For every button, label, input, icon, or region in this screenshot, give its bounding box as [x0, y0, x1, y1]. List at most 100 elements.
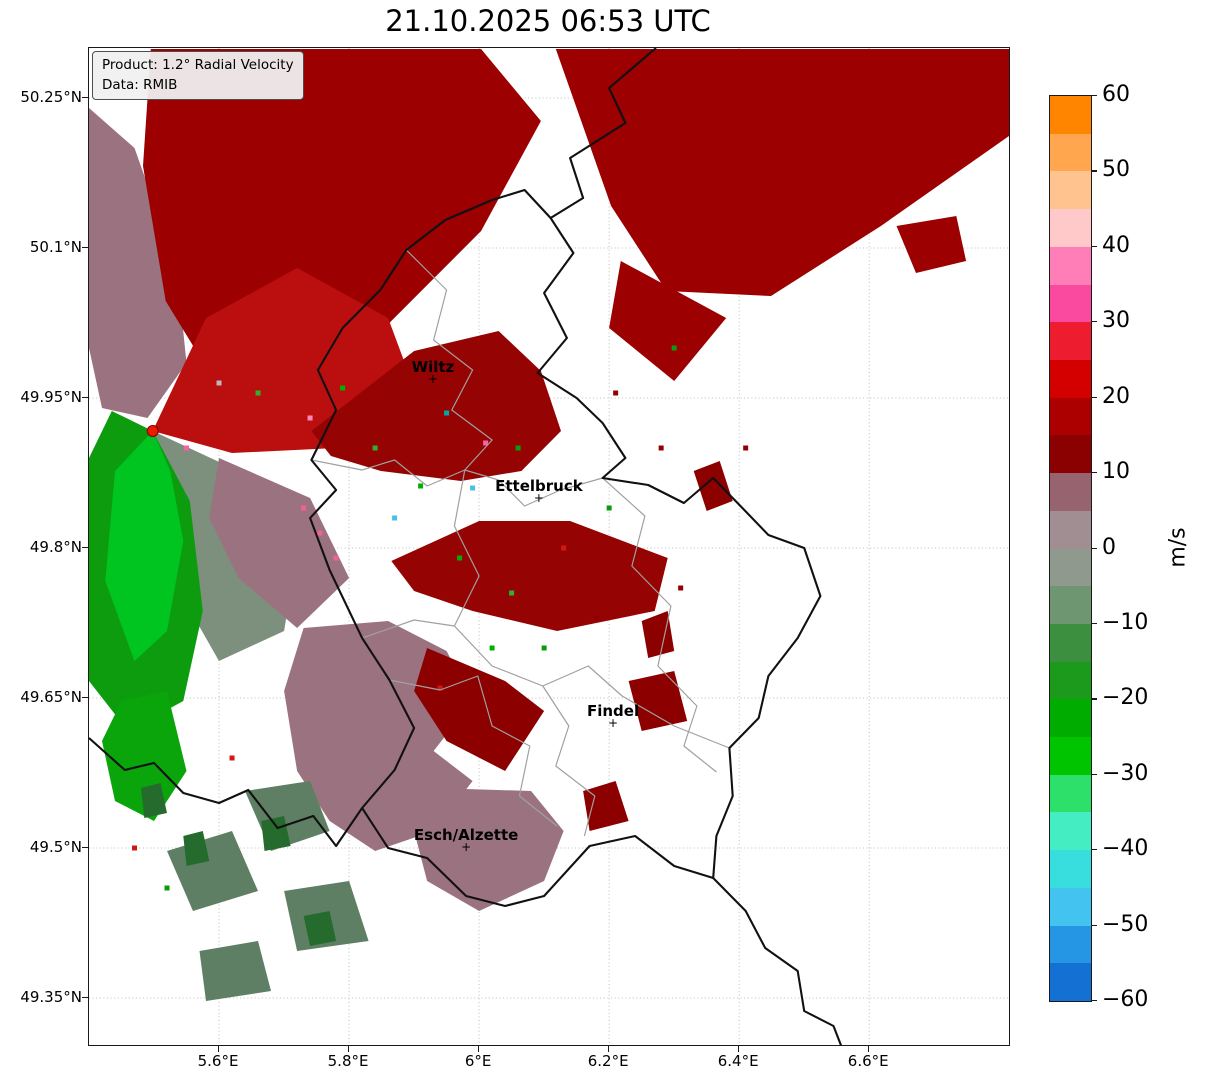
lat-tick-mark [82, 547, 88, 549]
noise-speckle [132, 845, 138, 851]
district-border-findel [542, 685, 596, 837]
colorbar-segment [1050, 661, 1091, 700]
lon-tick-label: 6°E [464, 1052, 492, 1070]
colorbar-tick-mark [1091, 472, 1097, 474]
noise-speckle [509, 590, 515, 596]
velocity-region-findel-darkred-patch-a [628, 671, 688, 731]
colorbar-tick-mark [1091, 698, 1097, 700]
lon-tick-mark [218, 1046, 220, 1052]
lat-tick-mark [82, 97, 88, 99]
velocity-region-border-darkred-bit-b [641, 611, 675, 658]
product-info-box: Product: 1.2° Radial Velocity Data: RMIB [92, 51, 304, 101]
velocity-region-bottomleft-darkgreen-speck-b [261, 816, 291, 851]
noise-speckle [593, 615, 599, 621]
district-border-central [453, 469, 730, 749]
radar-site-dot [146, 425, 159, 437]
colorbar-segment [1050, 774, 1091, 813]
lat-tick-mark [82, 697, 88, 699]
velocity-region-southwest-center-darkred-band [414, 648, 545, 771]
colorbar-tick-label: 50 [1102, 157, 1130, 183]
district-border-north [405, 249, 493, 471]
noise-speckle [606, 505, 612, 511]
colorbar-tick-label: 20 [1102, 383, 1130, 409]
noise-speckle [671, 345, 677, 351]
belgium-germany-border [550, 48, 657, 219]
lat-tick-label: 49.5°N [29, 838, 82, 856]
map-plot-area: + Wiltz + Ettelbruck + Findel + Esch/Alzette Pr… [88, 47, 1010, 1046]
colorbar-segment [1050, 171, 1091, 210]
colorbar-segment [1050, 586, 1091, 625]
noise-speckle [184, 445, 190, 451]
colorbar-segment [1050, 133, 1091, 172]
noise-speckle [307, 415, 313, 421]
city-label-esch-alzette: Esch/Alzette [414, 826, 518, 844]
lat-tick-mark [82, 247, 88, 249]
colorbar-tick-mark [1091, 924, 1097, 926]
noise-speckle [229, 755, 235, 761]
velocity-region-findel-darkred-patch-b [583, 781, 629, 831]
velocity-region-west-edge-mauve-wedge [89, 108, 187, 418]
noise-speckle [457, 555, 463, 561]
lon-tick-label: 5.6°E [197, 1052, 239, 1070]
velocity-region-bottomleft-darkgreen-speck-c [303, 911, 337, 946]
velocity-region-green-fan-inner-bright [105, 431, 184, 661]
colorbar [1049, 95, 1092, 1002]
lon-tick-label: 6.6°E [847, 1052, 889, 1070]
lon-tick-mark [608, 1046, 610, 1052]
noise-speckle [561, 545, 567, 551]
colorbar-segment [1050, 812, 1091, 851]
noise-speckle [392, 515, 398, 521]
velocity-region-bottomleft-darkgreen-speck-d [141, 783, 167, 818]
colorbar-segment [1050, 510, 1091, 549]
noise-speckle [743, 445, 749, 451]
noise-speckle [489, 645, 495, 651]
lat-tick-mark [82, 397, 88, 399]
colorbar-tick-mark [1091, 773, 1097, 775]
velocity-region-bottomleft-sage-patch-d [199, 941, 271, 1001]
colorbar-tick-mark [1091, 849, 1097, 851]
lon-tick-label: 5.8°E [327, 1052, 369, 1070]
noise-speckle [515, 445, 521, 451]
district-border-east [602, 477, 717, 773]
colorbar-tick-mark [1091, 170, 1097, 172]
colorbar-segment [1050, 359, 1091, 399]
colorbar-segment [1050, 246, 1091, 286]
colorbar-segment [1050, 473, 1091, 512]
velocity-region-bottomleft-darkgreen-speck-a [183, 831, 210, 866]
colorbar-tick-mark [1091, 245, 1097, 248]
colorbar-tick-label: −60 [1102, 987, 1149, 1012]
lon-tick-mark [348, 1046, 350, 1052]
noise-speckle [301, 505, 307, 511]
velocity-region-wiltz-darkred-band [311, 331, 561, 481]
colorbar-segment [1050, 284, 1091, 323]
velocity-region-right-edge-darkred-patch-a [861, 61, 1002, 151]
city-label-findel: Findel [587, 702, 639, 720]
noise-speckle [658, 445, 664, 451]
colorbar-segment [1050, 963, 1091, 1002]
colorbar-tick-label: 40 [1102, 232, 1130, 258]
lat-tick-mark [82, 997, 88, 999]
district-border-west-short [361, 619, 455, 639]
colorbar-segment [1050, 209, 1091, 248]
colorbar-segment [1050, 887, 1091, 927]
lat-tick-mark [82, 847, 88, 849]
colorbar-tick-mark [1091, 396, 1097, 398]
noise-speckle [418, 483, 424, 489]
noise-speckle [164, 885, 170, 891]
product-label: Product: 1.2° Radial Velocity [102, 57, 294, 73]
noise-speckle [255, 390, 261, 396]
noise-speckle [444, 410, 450, 416]
velocity-region-southeast-of-radar-mauve [209, 458, 350, 628]
lat-tick-label: 49.8°N [29, 538, 82, 556]
lon-tick-mark [738, 1046, 740, 1052]
lat-tick-label: 49.65°N [20, 688, 82, 706]
lon-tick-mark [868, 1046, 870, 1052]
colorbar-segment [1050, 623, 1091, 663]
colorbar-segment [1050, 397, 1091, 436]
velocity-region-green-bottom-lobe [102, 691, 187, 821]
lat-tick-label: 49.95°N [20, 388, 82, 406]
city-marker-ettelbruck: + [534, 491, 544, 505]
france-germany-border [712, 877, 842, 1045]
colorbar-tick-mark [1091, 1000, 1097, 1002]
